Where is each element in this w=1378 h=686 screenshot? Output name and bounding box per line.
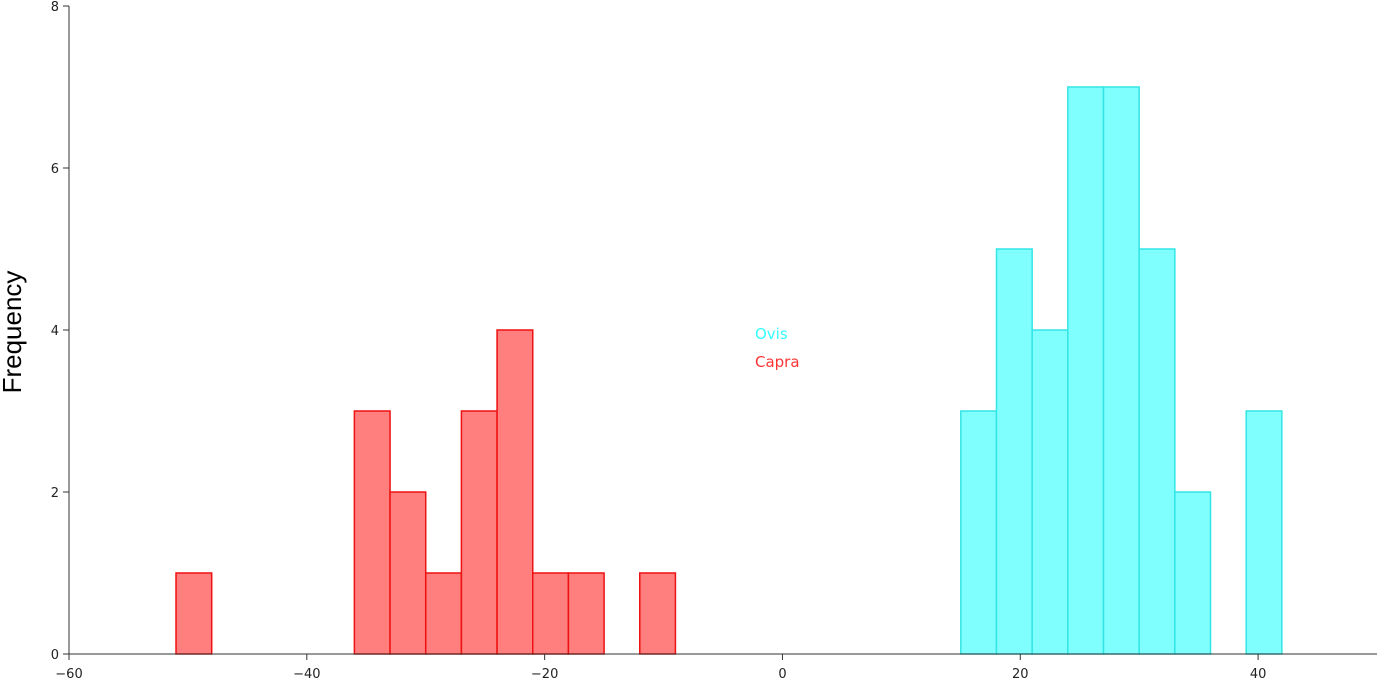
x-tick-label: −20 [531,667,558,682]
bar-capra-7 [567,572,605,655]
bar-capra-6 [532,572,570,655]
bar-ovis-5 [1138,248,1176,655]
y-tick-label: 8 [51,0,59,15]
bar-capra-1 [353,410,391,655]
bar-capra-0 [175,572,213,655]
legend-label-ovis: Ovis [755,325,788,343]
x-tick-label: 20 [1012,667,1029,682]
bar-ovis-7 [1245,410,1283,655]
bar-ovis-2 [1031,329,1069,655]
x-axis-ticks: −60 −40 −20 0 20 40 [55,654,1266,682]
bar-capra-4 [460,410,498,655]
y-tick-label: 2 [51,486,59,501]
x-tick-label: 40 [1250,667,1267,682]
legend-label-capra: Capra [755,353,800,371]
bar-capra-8 [639,572,677,655]
y-tick-label: 0 [51,648,59,663]
bar-ovis-6 [1174,491,1212,655]
bars-layer [175,86,1283,655]
legend: Ovis Capra [755,325,800,371]
bar-capra-5 [496,329,534,655]
series-capra [175,329,677,655]
x-tick-label: 0 [778,667,786,682]
bar-ovis-1 [995,248,1033,655]
y-tick-label: 6 [51,162,59,177]
y-axis-title: Frequency [0,271,27,394]
bar-ovis-4 [1102,86,1140,655]
bar-capra-2 [389,491,427,655]
series-ovis [960,86,1283,655]
y-tick-label: 4 [51,324,59,339]
bar-ovis-3 [1067,86,1105,655]
x-tick-label: −40 [293,667,320,682]
bar-ovis-0 [960,410,998,655]
y-axis-ticks: 0 2 4 6 8 [51,0,69,663]
x-tick-label: −60 [55,667,82,682]
bar-capra-3 [424,572,463,655]
axes: −60 −40 −20 0 20 40 0 2 4 6 8 [51,0,1377,682]
